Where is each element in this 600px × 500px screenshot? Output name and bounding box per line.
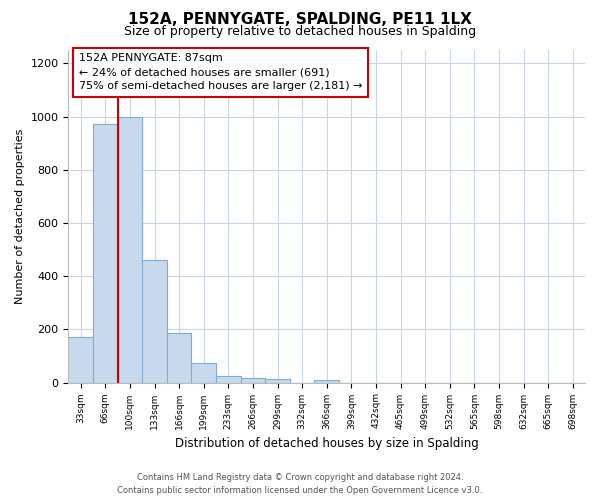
Bar bbox=[142, 260, 167, 382]
Text: Size of property relative to detached houses in Spalding: Size of property relative to detached ho… bbox=[124, 25, 476, 38]
Text: 152A, PENNYGATE, SPALDING, PE11 1LX: 152A, PENNYGATE, SPALDING, PE11 1LX bbox=[128, 12, 472, 28]
Bar bbox=[216, 376, 241, 382]
Text: Contains HM Land Registry data © Crown copyright and database right 2024.
Contai: Contains HM Land Registry data © Crown c… bbox=[118, 474, 482, 495]
Bar bbox=[93, 124, 118, 382]
Bar bbox=[314, 380, 339, 382]
Bar bbox=[265, 378, 290, 382]
Bar bbox=[191, 362, 216, 382]
X-axis label: Distribution of detached houses by size in Spalding: Distribution of detached houses by size … bbox=[175, 437, 479, 450]
Bar bbox=[167, 334, 191, 382]
Y-axis label: Number of detached properties: Number of detached properties bbox=[15, 128, 25, 304]
Bar bbox=[241, 378, 265, 382]
Bar bbox=[118, 116, 142, 382]
Bar bbox=[68, 338, 93, 382]
Text: 152A PENNYGATE: 87sqm
← 24% of detached houses are smaller (691)
75% of semi-det: 152A PENNYGATE: 87sqm ← 24% of detached … bbox=[79, 54, 362, 92]
